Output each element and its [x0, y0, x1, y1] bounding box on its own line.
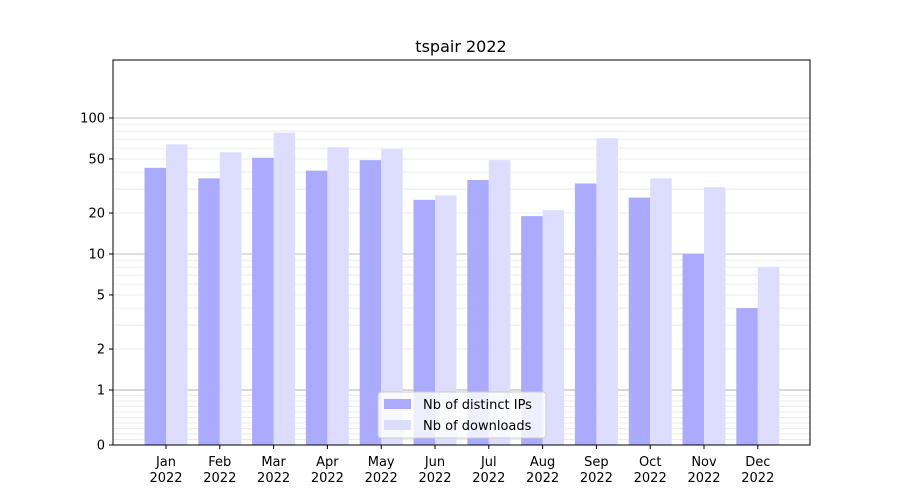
bar-downloads — [488, 160, 511, 445]
x-tick-label: Oct 2022 — [634, 455, 667, 486]
x-tick-label: Feb 2022 — [203, 455, 236, 486]
y-tick-label: 5 — [97, 288, 105, 303]
bar-distinct-ips — [736, 308, 758, 445]
bar-downloads — [596, 138, 618, 445]
bar-distinct-ips — [305, 170, 328, 446]
chart-title: tspair 2022 — [415, 37, 506, 56]
x-tick-label: Apr 2022 — [311, 455, 344, 486]
bar-downloads — [435, 195, 457, 445]
x-tick-label: Jan 2022 — [149, 455, 182, 486]
bar-downloads — [542, 210, 565, 445]
bar-distinct-ips — [413, 199, 435, 445]
y-tick-label: 50 — [88, 152, 105, 167]
legend-swatch — [384, 420, 411, 430]
y-tick-label: 0 — [97, 439, 105, 454]
x-tick-label: Mar 2022 — [257, 455, 290, 486]
bars — [144, 132, 780, 446]
legend-box — [377, 391, 547, 439]
plot-frame — [112, 59, 811, 446]
bar-downloads — [273, 132, 296, 445]
legend-swatch — [384, 399, 411, 409]
y-axis: 0 1 2 5 10 20 50 100 — [80, 112, 113, 454]
legend-label: Nb of downloads — [423, 419, 532, 434]
bar-distinct-ips — [252, 157, 274, 446]
bar-downloads — [704, 187, 726, 445]
bar-distinct-ips — [682, 254, 704, 445]
bar-downloads — [757, 267, 780, 445]
y-tick-label: 10 — [88, 248, 105, 263]
bar-distinct-ips — [628, 197, 651, 445]
x-tick-label: Dec 2022 — [741, 455, 774, 486]
legend: Nb of distinct IPs Nb of downloads — [377, 391, 547, 439]
bar-downloads — [381, 149, 403, 445]
bar-distinct-ips — [467, 180, 489, 445]
bar-distinct-ips — [359, 160, 382, 445]
y-tick-label: 1 — [97, 384, 105, 399]
x-tick-label: May 2022 — [365, 455, 398, 486]
y-tick-label: 2 — [97, 343, 105, 358]
legend-label: Nb of distinct IPs — [423, 398, 532, 413]
x-tick-label: Sep 2022 — [580, 455, 613, 486]
bar-distinct-ips — [198, 178, 220, 445]
bar-downloads — [327, 147, 349, 446]
bar-downloads — [166, 144, 188, 445]
x-tick-label: Aug 2022 — [526, 455, 559, 486]
x-tick-label: Jun 2022 — [418, 455, 451, 486]
x-axis: Jan 2022 Feb 2022 Mar 2022 Apr 2022 May 2022 Jun 20… — [149, 445, 774, 486]
y-tick-label: 100 — [80, 112, 105, 127]
bar-distinct-ips — [574, 183, 597, 445]
bar-downloads — [219, 152, 242, 445]
x-tick-label: Nov 2022 — [687, 455, 720, 486]
bar-distinct-ips — [144, 167, 166, 445]
y-tick-label: 20 — [88, 207, 105, 222]
bar-downloads — [650, 178, 672, 445]
x-tick-label: Jul 2022 — [472, 455, 505, 486]
bar-distinct-ips — [521, 216, 543, 445]
